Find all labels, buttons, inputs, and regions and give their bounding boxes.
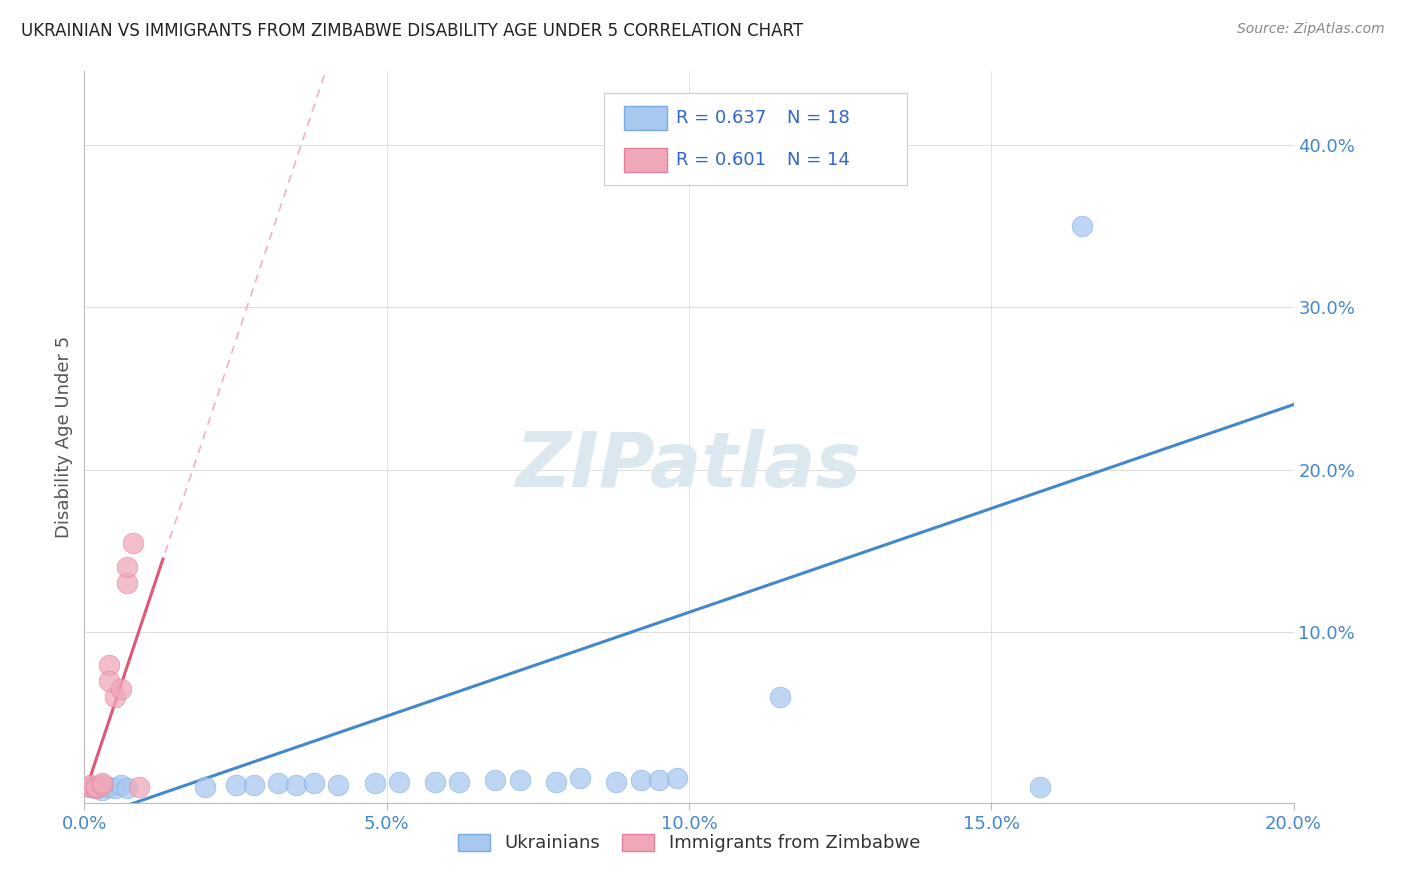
Point (79, 780, 101, 794)
Point (91, 776, 114, 790)
Point (128, 780, 150, 794)
Point (569, 772, 592, 786)
Point (225, 778, 247, 792)
Legend: Ukrainians, Immigrants from Zimbabwe: Ukrainians, Immigrants from Zimbabwe (450, 826, 928, 860)
Point (115, 781, 138, 796)
FancyBboxPatch shape (605, 94, 907, 185)
Text: UKRAINIAN VS IMMIGRANTS FROM ZIMBABWE DISABILITY AGE UNDER 5 CORRELATION CHART: UKRAINIAN VS IMMIGRANTS FROM ZIMBABWE DI… (21, 22, 803, 40)
Point (630, 772, 652, 787)
FancyBboxPatch shape (624, 105, 668, 130)
Text: N = 14: N = 14 (787, 151, 849, 169)
Point (423, 774, 446, 789)
Y-axis label: Disability Age Under 5: Disability Age Under 5 (55, 336, 73, 538)
Point (97, 780, 120, 794)
Point (97, 657, 120, 672)
Point (86, 781, 108, 796)
Point (110, 778, 132, 792)
Point (285, 778, 308, 792)
Point (86, 780, 108, 794)
Point (665, 772, 688, 786)
Point (544, 774, 567, 789)
Point (328, 778, 350, 792)
Point (1028, 780, 1050, 794)
Point (104, 690, 127, 705)
Point (86, 781, 108, 796)
Point (1071, 219, 1094, 233)
Point (194, 780, 217, 794)
Text: R = 0.637: R = 0.637 (676, 109, 766, 127)
Text: N = 18: N = 18 (787, 109, 849, 127)
Point (484, 772, 506, 787)
Point (449, 774, 471, 789)
Point (242, 778, 264, 792)
Point (79, 778, 101, 792)
Point (648, 772, 671, 787)
Point (388, 774, 411, 789)
Point (97, 673, 120, 688)
Point (509, 772, 531, 787)
Point (769, 690, 792, 705)
Point (91, 778, 114, 792)
Point (104, 781, 127, 796)
Point (91, 778, 114, 792)
Point (115, 576, 138, 591)
Point (267, 776, 290, 790)
Point (363, 776, 385, 790)
Text: Source: ZipAtlas.com: Source: ZipAtlas.com (1237, 22, 1385, 37)
Point (121, 535, 143, 549)
Point (110, 681, 132, 696)
Point (91, 782, 114, 797)
Text: ZIPatlas: ZIPatlas (516, 429, 862, 503)
Point (79, 780, 101, 794)
FancyBboxPatch shape (624, 148, 668, 172)
Point (115, 560, 138, 574)
Point (605, 774, 627, 789)
Point (302, 776, 325, 790)
Text: R = 0.601: R = 0.601 (676, 151, 766, 169)
